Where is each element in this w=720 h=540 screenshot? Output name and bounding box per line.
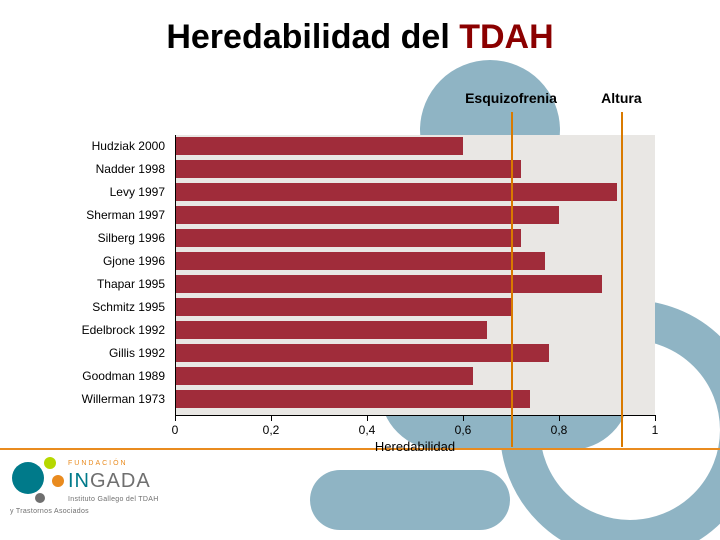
bar-label: Sherman 1997 xyxy=(65,206,165,224)
ref-label-esquizofrenia: Esquizofrenia xyxy=(461,90,561,106)
bar-gjone-1996 xyxy=(175,252,545,270)
bar-nadder-1998 xyxy=(175,160,521,178)
bar-goodman-1989 xyxy=(175,367,473,385)
bar-label: Gjone 1996 xyxy=(65,252,165,270)
bar-label: Thapar 1995 xyxy=(65,275,165,293)
ingada-logo: FUNDACIÓN INGADA Instituto Gallego del TDA… xyxy=(6,452,226,537)
logo-main: INGADA xyxy=(68,470,151,493)
bar-willerman-1973 xyxy=(175,390,530,408)
logo-dot xyxy=(35,493,45,503)
title-word-1: Heredabilidad xyxy=(166,18,391,56)
x-axis-label: Heredabilidad xyxy=(375,439,455,454)
bar-levy-1997 xyxy=(175,183,617,201)
ref-line-altura xyxy=(621,112,623,447)
xtick-mark xyxy=(367,415,368,421)
bar-label: Willerman 1973 xyxy=(65,390,165,408)
bar-edelbrock-1992 xyxy=(175,321,487,339)
bar-sherman-1997 xyxy=(175,206,559,224)
x-axis-line xyxy=(175,415,655,416)
bar-label: Nadder 1998 xyxy=(65,160,165,178)
logo-dot xyxy=(52,475,64,487)
ref-label-altura: Altura xyxy=(571,90,671,106)
logo-dot xyxy=(12,462,44,494)
bar-hudziak-2000 xyxy=(175,137,463,155)
y-axis-line xyxy=(175,135,176,415)
bar-label: Goodman 1989 xyxy=(65,367,165,385)
xtick-mark xyxy=(655,415,656,421)
logo-sub1: Instituto Gallego del TDAH xyxy=(68,496,159,503)
bar-gillis-1992 xyxy=(175,344,549,362)
xtick-label: 0,4 xyxy=(359,423,376,437)
xtick-label: 0,8 xyxy=(551,423,568,437)
xtick-mark xyxy=(559,415,560,421)
bar-schmitz-1995 xyxy=(175,298,511,316)
title-word-2: del xyxy=(401,18,450,56)
xtick-mark xyxy=(271,415,272,421)
logo-dot xyxy=(44,457,56,469)
xtick-label: 0 xyxy=(172,423,179,437)
bar-label: Hudziak 2000 xyxy=(65,137,165,155)
bar-label: Schmitz 1995 xyxy=(65,298,165,316)
bar-label: Silberg 1996 xyxy=(65,229,165,247)
title-word-3: TDAH xyxy=(459,18,553,56)
bar-thapar-1995 xyxy=(175,275,602,293)
logo-fundacion: FUNDACIÓN xyxy=(68,460,128,467)
xtick-label: 1 xyxy=(652,423,659,437)
xtick-label: 0,6 xyxy=(455,423,472,437)
bar-label: Edelbrock 1992 xyxy=(65,321,165,339)
logo-sub2: y Trastornos Asociados xyxy=(10,508,89,515)
xtick-mark xyxy=(175,415,176,421)
xtick-mark xyxy=(463,415,464,421)
bar-silberg-1996 xyxy=(175,229,521,247)
bar-label: Levy 1997 xyxy=(65,183,165,201)
slide-title: Heredabilidad del TDAH xyxy=(0,18,720,57)
xtick-label: 0,2 xyxy=(263,423,280,437)
bar-label: Gillis 1992 xyxy=(65,344,165,362)
ref-line-esquizofrenia xyxy=(511,112,513,447)
